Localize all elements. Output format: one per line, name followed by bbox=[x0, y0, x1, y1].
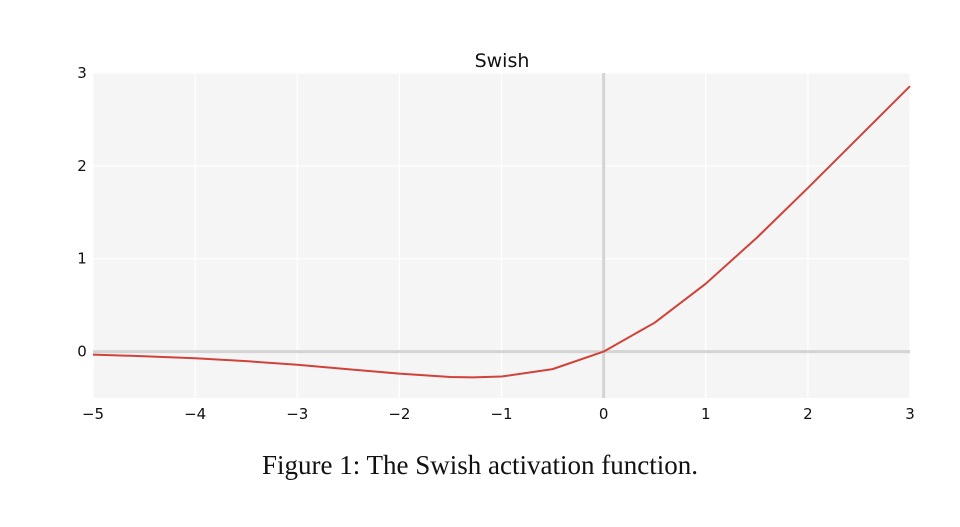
chart-title: Swish bbox=[475, 50, 530, 72]
y-tick-label: 1 bbox=[77, 250, 87, 268]
y-tick-label: 3 bbox=[77, 64, 87, 82]
x-tick-label: −3 bbox=[286, 405, 308, 423]
swish-line bbox=[92, 85, 911, 379]
y-tick-label: 0 bbox=[77, 343, 87, 361]
y-tick-label: 2 bbox=[77, 157, 87, 175]
x-tick-label: 1 bbox=[701, 405, 711, 423]
series-group bbox=[92, 85, 911, 379]
x-tick-label: −5 bbox=[82, 405, 104, 423]
zero-axes bbox=[93, 73, 910, 398]
x-tick-label: −1 bbox=[490, 405, 512, 423]
y-tick-labels: 0 1 2 3 bbox=[77, 64, 87, 361]
x-tick-label: 2 bbox=[803, 405, 813, 423]
x-tick-label: −4 bbox=[184, 405, 206, 423]
x-tick-labels: −5 −4 −3 −2 −1 0 1 2 3 bbox=[82, 405, 915, 423]
x-tick-label: 3 bbox=[905, 405, 915, 423]
figure-caption: Figure 1: The Swish activation function. bbox=[262, 450, 698, 480]
x-tick-label: 0 bbox=[599, 405, 609, 423]
x-tick-label: −2 bbox=[388, 405, 410, 423]
